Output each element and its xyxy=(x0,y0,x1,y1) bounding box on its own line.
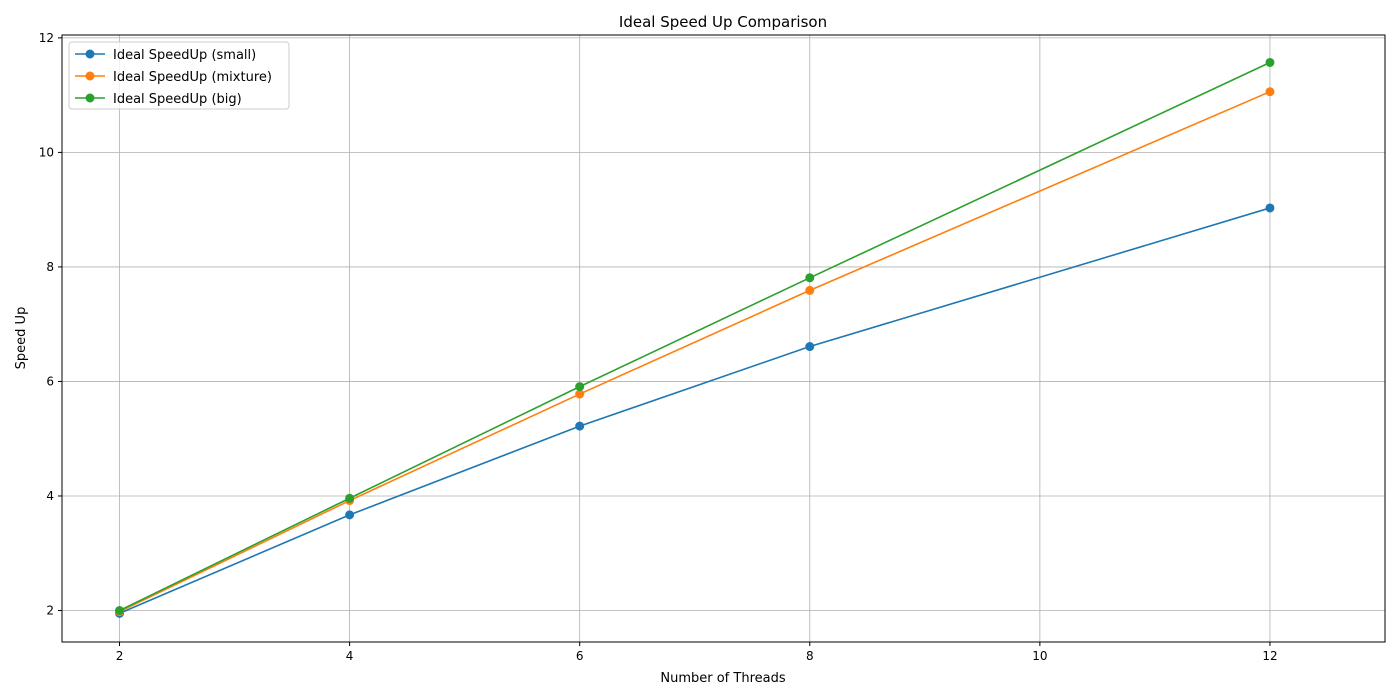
y-tick-label: 2 xyxy=(46,604,54,618)
series-2 xyxy=(115,57,1275,616)
data-point xyxy=(805,342,815,352)
legend-marker xyxy=(85,49,95,59)
data-point xyxy=(575,382,585,392)
data-point xyxy=(115,606,125,616)
y-tick-label: 6 xyxy=(46,374,54,388)
series-0 xyxy=(115,203,1275,618)
x-tick-label: 8 xyxy=(806,649,814,663)
plot-series xyxy=(115,57,1275,618)
x-tick-label: 10 xyxy=(1032,649,1047,663)
x-axis-label: Number of Threads xyxy=(660,671,785,686)
data-point xyxy=(345,493,355,503)
x-tick-label: 4 xyxy=(346,649,354,663)
y-tick-label: 4 xyxy=(46,489,54,503)
data-point xyxy=(805,273,815,283)
chart-title: Ideal Speed Up Comparison xyxy=(619,13,827,31)
legend-marker xyxy=(85,71,95,81)
x-tick-label: 2 xyxy=(116,649,124,663)
legend-box xyxy=(68,41,290,110)
series-line xyxy=(119,207,1271,615)
series-line xyxy=(119,90,1271,613)
x-tick-label: 12 xyxy=(1262,649,1277,663)
axis-ticks: 2 4 6 8 10 12 2 4 6 8 10 12 xyxy=(39,31,1278,663)
legend-marker xyxy=(85,93,95,103)
data-point xyxy=(575,389,585,399)
series-1 xyxy=(115,87,1275,617)
data-point xyxy=(805,285,815,295)
y-tick-label: 10 xyxy=(39,145,54,159)
data-point xyxy=(1265,203,1275,213)
y-tick-label: 12 xyxy=(39,31,54,45)
grid xyxy=(62,35,1385,642)
y-axis-label: Speed Up xyxy=(14,307,29,370)
y-tick-label: 8 xyxy=(46,260,54,274)
data-point xyxy=(1265,57,1275,67)
data-point xyxy=(1265,87,1275,97)
legend: Ideal SpeedUp (small) Ideal SpeedUp (mixt… xyxy=(68,41,290,110)
x-tick-label: 6 xyxy=(576,649,584,663)
data-point xyxy=(575,421,585,431)
data-point xyxy=(345,510,355,520)
legend-label: Ideal SpeedUp (big) xyxy=(113,92,242,107)
legend-label: Ideal SpeedUp (mixture) xyxy=(113,70,272,85)
legend-label: Ideal SpeedUp (small) xyxy=(113,48,256,63)
plot-frame xyxy=(61,34,1386,643)
